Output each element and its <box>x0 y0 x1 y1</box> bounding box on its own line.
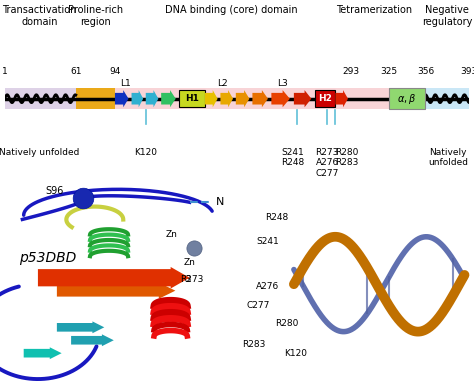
Bar <box>426 88 469 109</box>
Text: S96: S96 <box>46 187 64 196</box>
FancyArrow shape <box>336 90 348 107</box>
Text: 325: 325 <box>380 67 397 76</box>
Text: S241
R248: S241 R248 <box>281 148 304 167</box>
FancyBboxPatch shape <box>179 90 205 107</box>
Text: L3: L3 <box>277 78 287 87</box>
Bar <box>351 88 389 109</box>
Text: A276: A276 <box>256 282 279 291</box>
Text: Transactivation
domain: Transactivation domain <box>2 5 77 27</box>
Text: R273: R273 <box>180 276 203 284</box>
Text: L2: L2 <box>218 78 228 87</box>
Text: Natively
unfolded: Natively unfolded <box>428 148 468 167</box>
FancyArrow shape <box>161 90 176 107</box>
Text: C277: C277 <box>246 301 270 310</box>
Text: 94: 94 <box>109 67 120 76</box>
FancyArrow shape <box>57 321 104 333</box>
Text: N: N <box>216 197 224 207</box>
Text: p53DBD: p53DBD <box>19 251 76 265</box>
Text: R248: R248 <box>265 213 289 222</box>
Bar <box>115 88 351 109</box>
FancyArrow shape <box>271 90 290 107</box>
Text: R273
A276
C277: R273 A276 C277 <box>315 148 339 178</box>
Text: Zn: Zn <box>183 258 196 267</box>
FancyArrow shape <box>131 90 143 107</box>
Text: S241: S241 <box>256 237 279 245</box>
Text: L1: L1 <box>120 78 131 87</box>
FancyArrow shape <box>71 334 114 346</box>
Text: $\alpha,\beta$: $\alpha,\beta$ <box>397 92 417 106</box>
FancyArrow shape <box>220 90 233 107</box>
Text: Negative
regulatory: Negative regulatory <box>422 5 472 27</box>
FancyArrow shape <box>146 90 158 107</box>
FancyArrow shape <box>115 90 128 107</box>
FancyArrow shape <box>57 283 175 299</box>
Text: Zn: Zn <box>166 230 178 239</box>
Text: 61: 61 <box>70 67 82 76</box>
Text: 356: 356 <box>417 67 434 76</box>
FancyArrow shape <box>38 267 190 289</box>
FancyBboxPatch shape <box>315 90 336 107</box>
Text: DNA binding (core) domain: DNA binding (core) domain <box>165 5 298 15</box>
Point <box>79 195 87 201</box>
Text: K120: K120 <box>134 148 157 157</box>
Text: R280: R280 <box>275 319 298 327</box>
Text: H1: H1 <box>185 94 199 103</box>
Bar <box>389 88 426 109</box>
Text: Natively unfolded: Natively unfolded <box>0 148 80 157</box>
Text: R280
R283: R280 R283 <box>336 148 359 167</box>
Text: Tetramerization: Tetramerization <box>336 5 412 15</box>
FancyArrow shape <box>252 90 268 107</box>
Text: H2: H2 <box>319 94 332 103</box>
Point <box>191 245 198 251</box>
Text: Proline-rich
region: Proline-rich region <box>68 5 123 27</box>
Text: R273: R273 <box>168 276 192 284</box>
FancyArrow shape <box>236 90 249 107</box>
Text: 1: 1 <box>2 67 8 76</box>
Text: 293: 293 <box>342 67 359 76</box>
FancyBboxPatch shape <box>389 88 426 109</box>
Text: 393: 393 <box>461 67 474 76</box>
FancyArrow shape <box>24 347 62 359</box>
FancyArrow shape <box>205 90 218 107</box>
Bar <box>5 88 76 109</box>
Bar <box>76 88 115 109</box>
Text: R283: R283 <box>242 340 265 349</box>
Text: K120: K120 <box>284 349 308 358</box>
FancyArrow shape <box>294 90 311 107</box>
